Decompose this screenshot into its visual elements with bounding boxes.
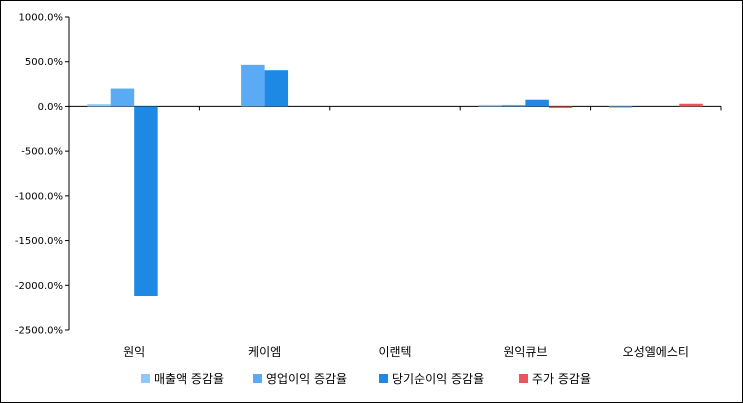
y-tick-label: 1000.0% bbox=[19, 13, 64, 24]
x-tick-label: 원익큐브 bbox=[503, 345, 547, 359]
legend-swatch bbox=[519, 374, 528, 383]
legend-label: 매출액 증감율 bbox=[154, 372, 224, 386]
bar bbox=[478, 104, 502, 107]
x-tick-label: 이랜텍 bbox=[378, 345, 411, 359]
legend-label: 영업이익 증감율 bbox=[266, 372, 347, 386]
bar bbox=[679, 103, 703, 107]
y-tick-label: -500.0% bbox=[21, 147, 63, 158]
legend-label: 당기순이익 증감율 bbox=[392, 372, 484, 386]
bar bbox=[110, 88, 135, 107]
axis-layer: 1000.0% 500.0% 0.0% -500.0% -1000.0% -1500.0%… bbox=[15, 13, 722, 359]
x-tick-label: 케이엠 bbox=[248, 345, 281, 359]
y-tick-label: -2500.0% bbox=[15, 326, 63, 337]
legend: 매출액 증감율 영업이익 증감율 당기순이익 증감율 주가 증감율 bbox=[141, 372, 591, 386]
bar bbox=[241, 64, 265, 107]
bar bbox=[87, 104, 111, 107]
y-tick-label: -1500.0% bbox=[15, 236, 63, 247]
bars-layer bbox=[87, 64, 703, 297]
bar bbox=[264, 70, 289, 107]
legend-swatch bbox=[379, 374, 388, 383]
y-tick-label: 0.0% bbox=[38, 102, 63, 113]
y-tick-label: -1000.0% bbox=[15, 191, 63, 202]
bar bbox=[548, 106, 573, 108]
x-tick-label: 원익 bbox=[123, 345, 145, 359]
legend-swatch bbox=[141, 374, 150, 383]
y-tick-label: -2000.0% bbox=[15, 281, 63, 292]
legend-swatch bbox=[253, 374, 262, 383]
bar bbox=[608, 106, 633, 108]
x-tick-label: 오성엘에스티 bbox=[623, 345, 689, 359]
y-tick-label: 500.0% bbox=[25, 57, 63, 68]
legend-label: 주가 증감율 bbox=[532, 372, 591, 386]
bar bbox=[501, 104, 526, 107]
bar bbox=[134, 106, 158, 297]
bar bbox=[525, 99, 549, 107]
